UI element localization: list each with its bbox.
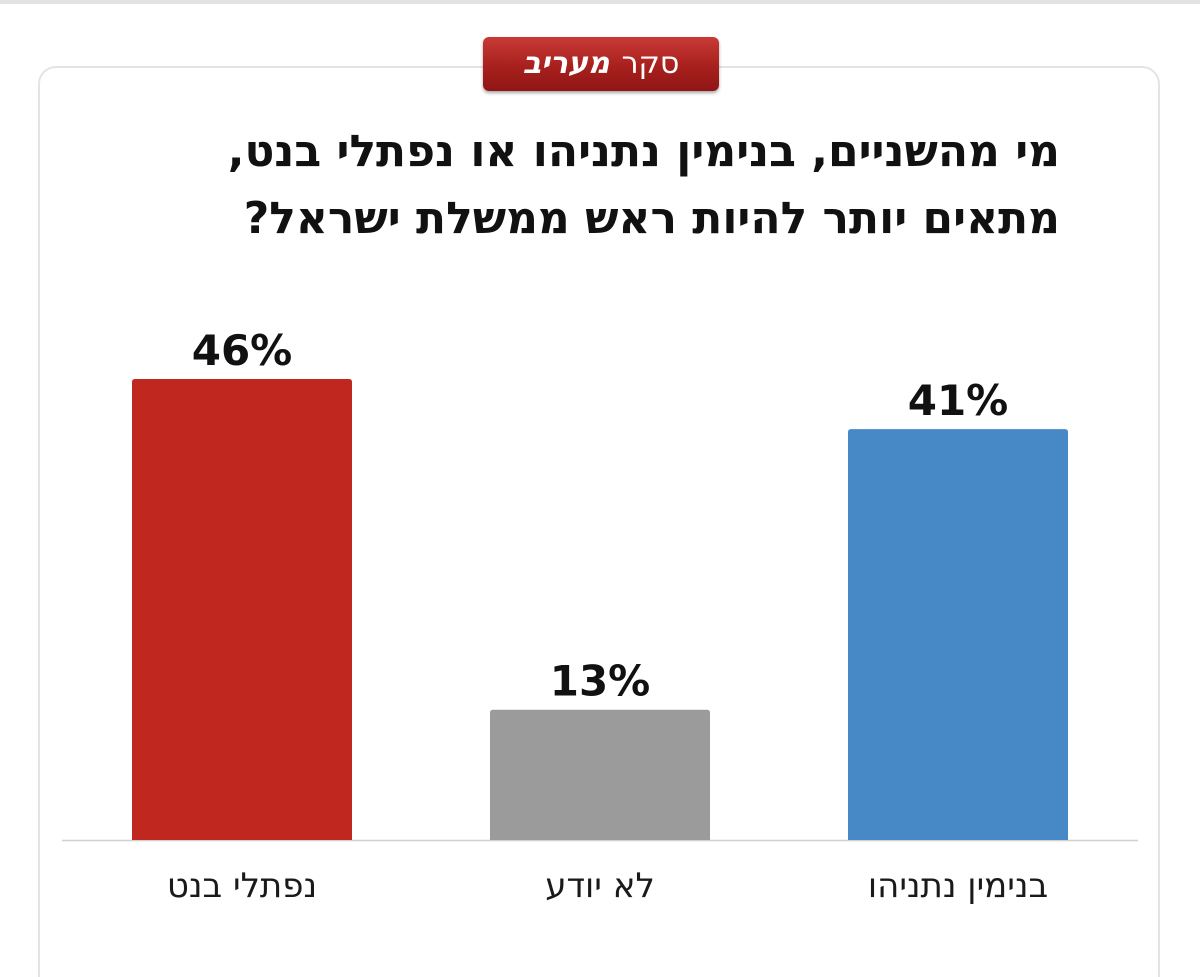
bar-value-label: 13% (550, 657, 651, 706)
poll-badge: סקר מעריב (483, 37, 719, 91)
bar (132, 379, 352, 840)
chart-title: מי מהשניים, בנימין נתניהו או נפתלי בנט, … (60, 118, 1060, 252)
bar (490, 709, 710, 840)
top-divider (0, 0, 1200, 4)
category-label: בנימין נתניהו (868, 866, 1048, 906)
bar-value-label: 41% (908, 376, 1009, 425)
category-label: לא יודע (545, 866, 655, 906)
category-label: נפתלי בנט (167, 866, 317, 906)
chart-title-line-1: מי מהשניים, בנימין נתניהו או נפתלי בנט, (227, 126, 1060, 177)
chart-title-line-2: מתאים יותר להיות ראש ממשלת ישראל? (243, 193, 1060, 244)
bar (848, 429, 1068, 840)
badge-brand: מעריב (522, 46, 610, 81)
badge-prefix: סקר (621, 46, 680, 81)
bar-value-label: 46% (192, 326, 293, 375)
